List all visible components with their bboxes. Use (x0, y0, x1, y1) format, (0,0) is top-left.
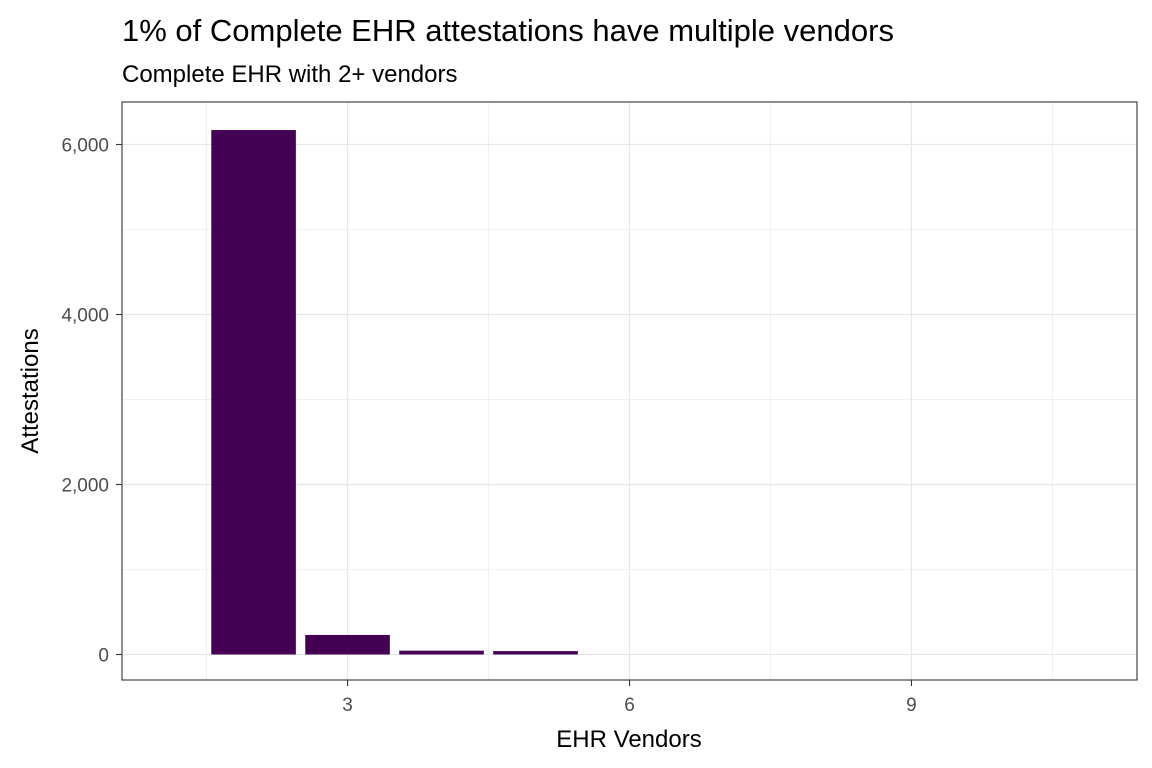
bar (211, 130, 296, 655)
bar (305, 634, 390, 655)
bars (211, 130, 578, 655)
bar (493, 651, 578, 655)
y-axis: 0 2,000 4,000 6,000 (61, 136, 122, 667)
y-tick-label: 6,000 (61, 136, 109, 157)
y-axis-title: Attestations (17, 328, 44, 453)
x-tick-label: 9 (906, 695, 917, 716)
x-tick-label: 6 (624, 695, 635, 716)
y-tick-label: 2,000 (61, 476, 109, 497)
y-tick-label: 0 (98, 646, 109, 667)
x-axis-title: EHR Vendors (556, 726, 701, 753)
chart-subtitle: Complete EHR with 2+ vendors (122, 61, 457, 88)
x-tick-label: 3 (342, 695, 353, 716)
bar (399, 650, 484, 655)
chart-title: 1% of Complete EHR attestations have mul… (122, 13, 894, 48)
y-tick-label: 4,000 (61, 306, 109, 327)
x-axis: 3 6 9 (342, 680, 917, 716)
